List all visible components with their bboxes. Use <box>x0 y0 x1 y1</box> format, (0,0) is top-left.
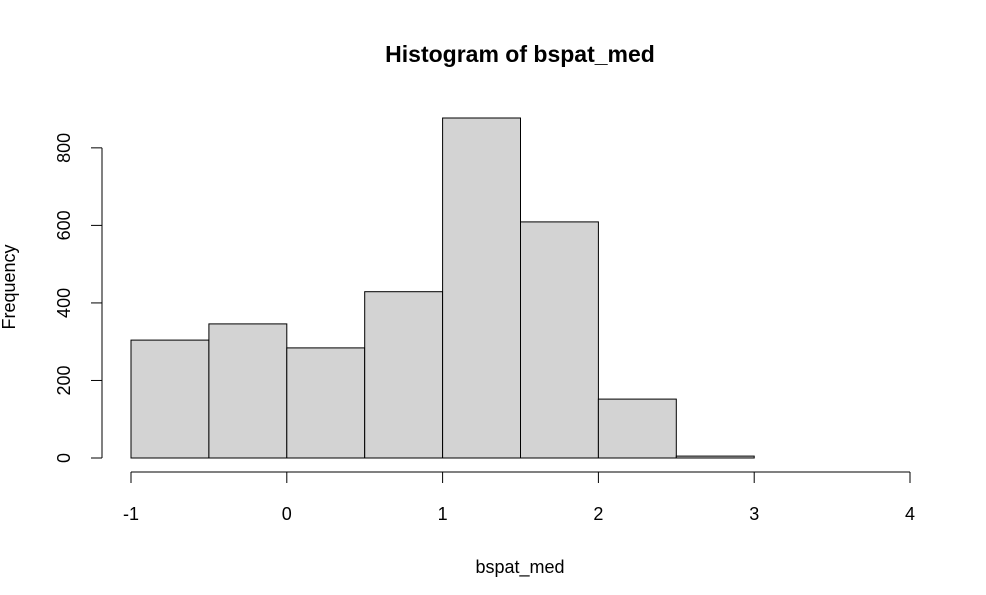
histogram-bar-0 <box>130 339 210 459</box>
histogram-bar-1 <box>208 323 288 459</box>
y-tick-label: 200 <box>54 365 74 395</box>
x-tick-label: 2 <box>593 504 603 524</box>
x-tick-label: 4 <box>905 504 915 524</box>
histogram-bar-5 <box>520 221 599 459</box>
bars-group <box>130 117 755 459</box>
y-tick-label: 600 <box>54 210 74 240</box>
x-tick-label: -1 <box>123 504 139 524</box>
x-tick-label: 3 <box>749 504 759 524</box>
histogram-bar-3 <box>364 291 444 459</box>
y-tick-label: 800 <box>54 133 74 163</box>
histogram-bar-6 <box>597 398 677 459</box>
histogram-bar-2 <box>286 347 366 459</box>
x-tick-label: 1 <box>438 504 448 524</box>
histogram-bar-7 <box>675 455 755 459</box>
x-axis: -1 0 1 2 3 4 <box>123 471 915 524</box>
x-axis-label: bspat_med <box>475 557 564 578</box>
y-axis-label: Frequency <box>0 244 19 329</box>
y-axis: 0 200 400 600 800 <box>54 133 103 463</box>
y-tick-label: 400 <box>54 288 74 318</box>
histogram-bar-4 <box>442 117 522 459</box>
y-tick-label: 0 <box>54 453 74 463</box>
chart-title: Histogram of bspat_med <box>385 41 655 67</box>
x-tick-label: 0 <box>282 504 292 524</box>
